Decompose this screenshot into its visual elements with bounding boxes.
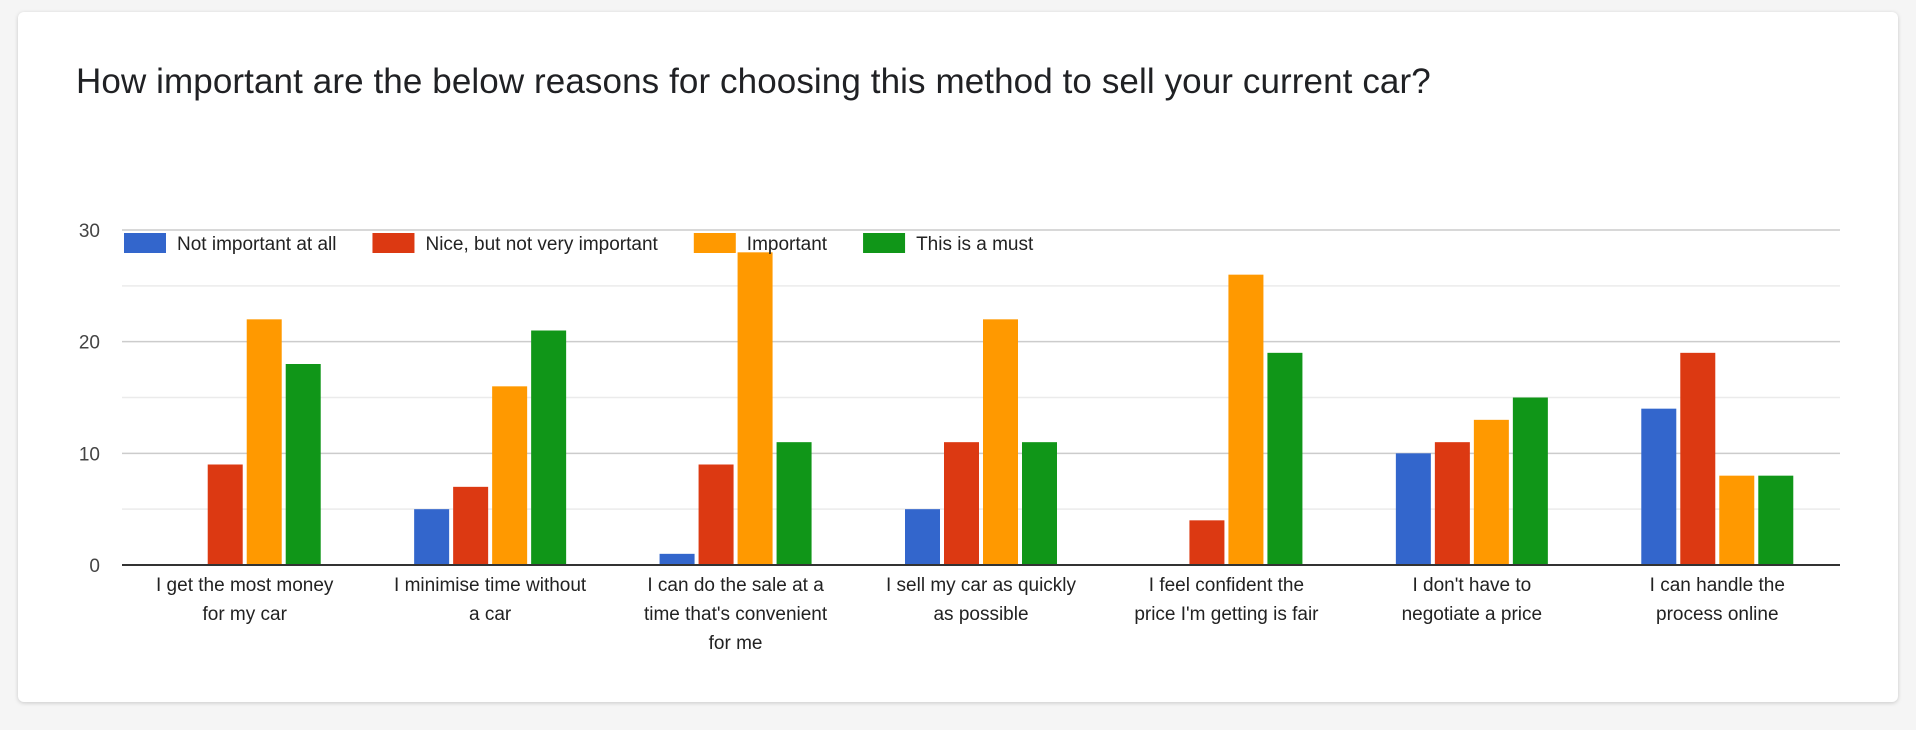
bar[interactable] xyxy=(531,330,567,566)
bar[interactable] xyxy=(1434,442,1470,565)
x-category-label: I minimise time without a car xyxy=(394,575,587,625)
legend-label[interactable]: Nice, but not very important xyxy=(425,234,658,255)
x-category-label: I sell my car as quickly as possible xyxy=(886,575,1077,625)
x-category-label: I can do the sale at a time that's conven… xyxy=(644,575,828,654)
bar[interactable] xyxy=(246,319,282,565)
legend-swatch xyxy=(863,233,906,253)
bar[interactable] xyxy=(1189,520,1225,565)
bar[interactable] xyxy=(1680,352,1716,565)
axes: 0 10 20 30 I get the most money for my car I m… xyxy=(79,221,1840,654)
bar[interactable] xyxy=(905,509,940,565)
x-category-label: I don't have to negotiate a price xyxy=(1402,575,1543,625)
legend: Not important at all Nice, but not very i… xyxy=(124,233,1034,255)
bar[interactable] xyxy=(1022,442,1057,565)
x-category-label: I get the most money for my car xyxy=(156,575,334,625)
bar[interactable] xyxy=(944,442,979,565)
bar[interactable] xyxy=(492,386,528,565)
chart-card: How important are the below reasons for … xyxy=(18,12,1898,702)
legend-swatch xyxy=(693,233,736,253)
bar[interactable] xyxy=(414,509,450,565)
bar[interactable] xyxy=(776,442,812,565)
legend-label[interactable]: This is a must xyxy=(916,234,1034,255)
bars xyxy=(207,252,1794,566)
x-category-label: I feel confident the price I'm getting is… xyxy=(1134,575,1319,625)
legend-label[interactable]: Important xyxy=(747,234,828,255)
bar[interactable] xyxy=(1395,453,1431,565)
y-tick-label: 0 xyxy=(89,556,100,577)
y-tick-label: 10 xyxy=(79,444,100,465)
bar[interactable] xyxy=(1228,274,1264,565)
bar[interactable] xyxy=(1758,475,1794,565)
chart-title: How important are the below reasons for … xyxy=(76,62,1431,101)
legend-label[interactable]: Not important at all xyxy=(177,234,336,255)
bar[interactable] xyxy=(698,464,734,566)
x-category-label: I can handle the process online xyxy=(1650,575,1785,625)
legend-swatch xyxy=(372,233,415,253)
bar[interactable] xyxy=(1267,352,1303,565)
bar[interactable] xyxy=(1719,475,1755,565)
bar[interactable] xyxy=(737,252,773,566)
bar[interactable] xyxy=(1473,419,1509,565)
bar[interactable] xyxy=(1512,397,1548,566)
legend-swatch xyxy=(124,233,166,253)
y-tick-label: 20 xyxy=(79,333,100,354)
bar[interactable] xyxy=(285,364,321,565)
y-tick-label: 30 xyxy=(79,221,100,242)
bar[interactable] xyxy=(453,486,489,565)
bar[interactable] xyxy=(659,553,695,565)
gridlines xyxy=(122,229,1840,510)
bar[interactable] xyxy=(983,319,1018,565)
bar[interactable] xyxy=(207,464,243,566)
bar[interactable] xyxy=(1641,408,1677,565)
